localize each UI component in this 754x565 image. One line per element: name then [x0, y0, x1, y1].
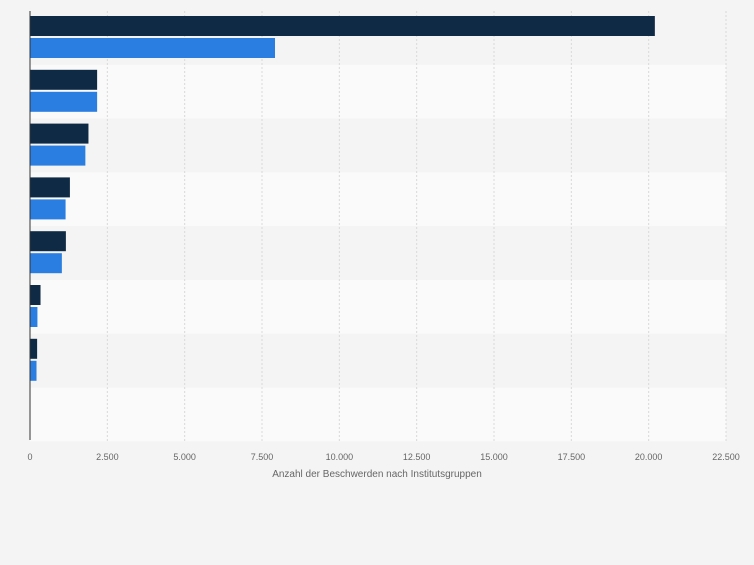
x-tick-label: 7.500	[251, 452, 274, 462]
x-tick-label: 15.000	[480, 452, 508, 462]
row-band	[30, 280, 726, 334]
row-band	[30, 64, 726, 119]
x-tick-label: 2.500	[96, 452, 119, 462]
bar-series-2	[30, 145, 86, 166]
bars	[30, 16, 655, 381]
bar-series-1	[30, 69, 98, 90]
bar-series-1	[30, 16, 655, 36]
row-bands	[30, 11, 726, 442]
x-tick-labels: 0 2.500 5.000 7.500 10.000 12.500 15.000 17.500…	[27, 452, 739, 462]
bar-series-2	[30, 360, 37, 381]
bar-series-1	[30, 231, 66, 252]
row-band	[30, 172, 726, 227]
bar-series-1	[30, 177, 70, 198]
x-tick-label: 0	[27, 452, 32, 462]
bar-series-1	[30, 123, 89, 144]
bar-series-2	[30, 307, 38, 327]
row-band	[30, 333, 726, 388]
row-band	[30, 226, 726, 280]
row-band	[30, 387, 726, 442]
bar-series-2	[30, 91, 98, 112]
x-tick-label: 5.000	[173, 452, 196, 462]
bar-series-1	[30, 285, 41, 305]
bar-series-2	[30, 253, 62, 274]
row-band	[30, 118, 726, 173]
bar-series-2	[30, 199, 66, 220]
bar-series-2	[30, 38, 275, 58]
x-tick-label: 12.500	[403, 452, 431, 462]
x-axis-label: Anzahl der Beschwerden nach Institutsgru…	[272, 469, 482, 480]
bar-series-1	[30, 338, 38, 359]
x-tick-label: 22.500	[712, 452, 740, 462]
x-tick-label: 20.000	[635, 452, 663, 462]
x-tick-label: 17.500	[558, 452, 586, 462]
x-tick-label: 10.000	[326, 452, 354, 462]
